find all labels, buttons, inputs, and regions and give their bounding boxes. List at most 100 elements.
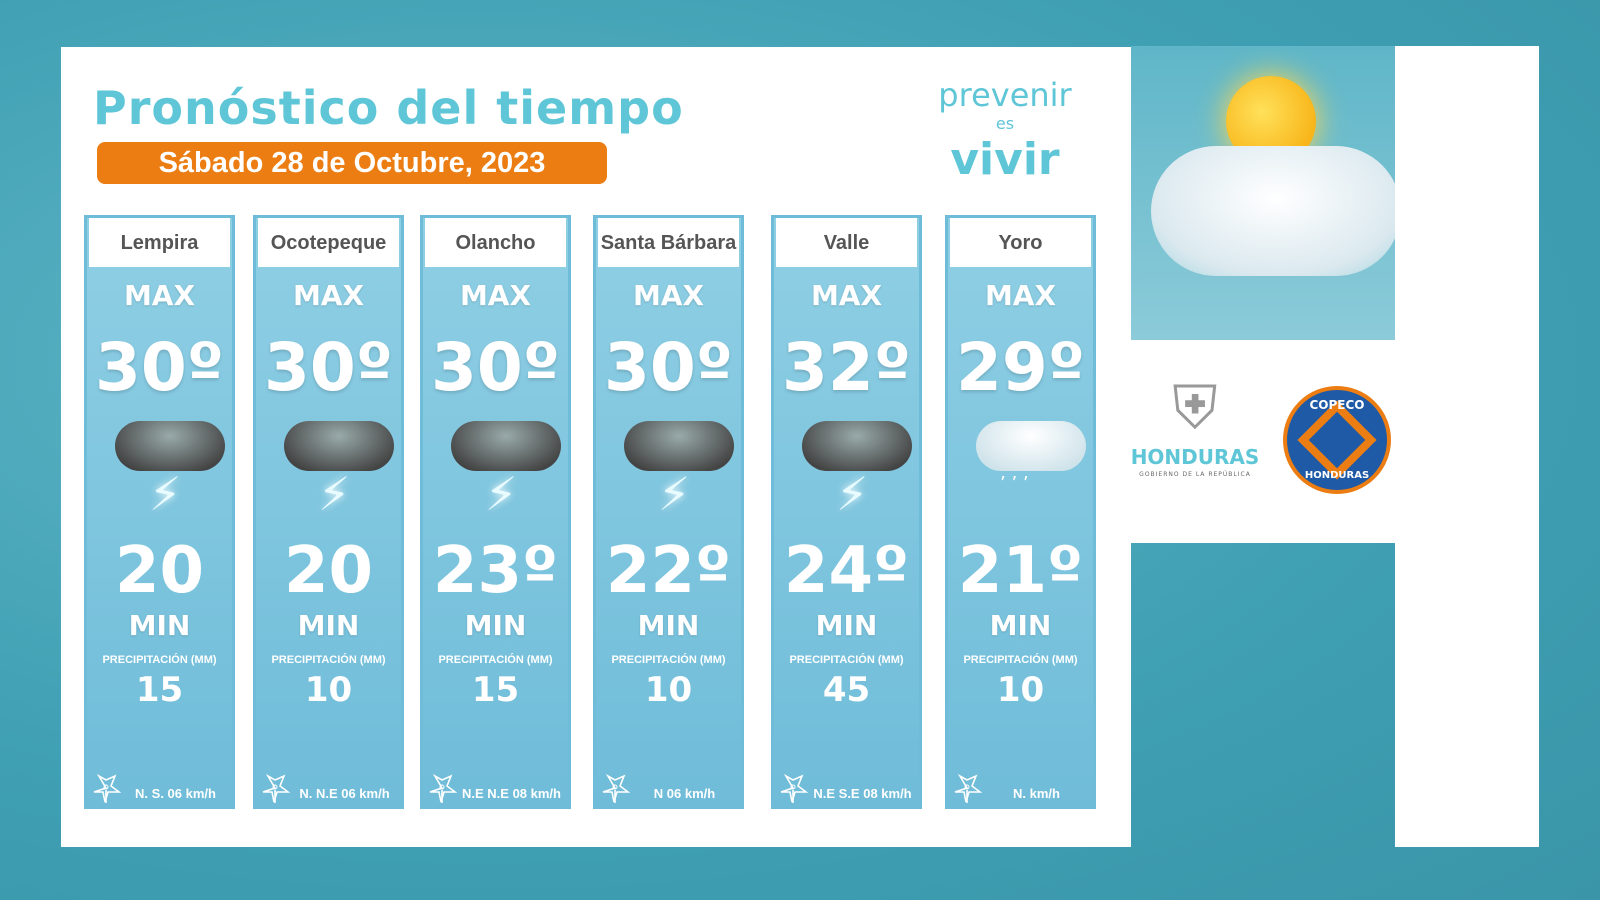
prevenir-es-vivir-logo: prevenir es vivir bbox=[925, 76, 1085, 186]
lightning-icon: ⚡ bbox=[149, 467, 182, 521]
precip-label: PRECIPITACIÓN (MM) bbox=[438, 654, 553, 666]
max-temp: 30º bbox=[603, 329, 734, 406]
min-label: MIN bbox=[128, 609, 191, 642]
weather-icon: ⚡ bbox=[256, 407, 401, 533]
wind-info: N.E N.E 08 km/h bbox=[427, 772, 566, 804]
forecast-card: Olancho MAX 30º ⚡ 23º MIN PRECIPITACIÓN … bbox=[420, 215, 571, 809]
max-temp: 29º bbox=[955, 329, 1086, 406]
wind-info: N 06 km/h bbox=[600, 772, 739, 804]
min-label: MIN bbox=[989, 609, 1052, 642]
min-label: MIN bbox=[637, 609, 700, 642]
sun-cloud-image bbox=[1131, 46, 1395, 340]
coat-of-arms-icon: ⛨ bbox=[1172, 373, 1218, 443]
lightning-icon: ⚡ bbox=[318, 467, 351, 521]
min-label: MIN bbox=[297, 609, 360, 642]
storm-cloud-icon bbox=[115, 421, 225, 471]
forecast-card: Yoro MAX 29º ’ ’ ’ 21º MIN PRECIPITACIÓN… bbox=[945, 215, 1096, 809]
wind-text: N.E S.E 08 km/h bbox=[813, 786, 912, 801]
wind-info: N. N.E 06 km/h bbox=[260, 772, 399, 804]
cloud-icon bbox=[1151, 146, 1395, 276]
weather-icon: ’ ’ ’ bbox=[948, 407, 1093, 533]
precip-label: PRECIPITACIÓN (MM) bbox=[789, 654, 904, 666]
diamond-icon bbox=[1308, 411, 1366, 469]
honduras-government-logo: ⛨ HONDURAS GOBIERNO DE LA REPÚBLICA bbox=[1130, 372, 1260, 479]
department-name: Valle bbox=[776, 218, 917, 267]
date-banner: Sábado 28 de Octubre, 2023 bbox=[97, 142, 607, 184]
wind-info: N. km/h bbox=[952, 772, 1091, 804]
weather-icon: ⚡ bbox=[423, 407, 568, 533]
department-name: Ocotepeque bbox=[258, 218, 399, 267]
forecast-card: Santa Bárbara MAX 30º ⚡ 22º MIN PRECIPIT… bbox=[593, 215, 744, 809]
max-temp: 32º bbox=[781, 329, 912, 406]
max-label: MAX bbox=[459, 279, 532, 312]
letter-h-bar bbox=[1395, 46, 1539, 847]
min-temp: 20 bbox=[283, 534, 374, 608]
rain-cloud-icon bbox=[976, 421, 1086, 471]
weather-icon: ⚡ bbox=[774, 407, 919, 533]
storm-cloud-icon bbox=[802, 421, 912, 471]
max-label: MAX bbox=[123, 279, 196, 312]
brand-line2: es bbox=[995, 114, 1015, 133]
max-label: MAX bbox=[984, 279, 1057, 312]
honduras-text: HONDURAS bbox=[1130, 445, 1260, 469]
precip-value: 15 bbox=[471, 670, 520, 710]
min-temp: 23º bbox=[432, 534, 559, 608]
forecast-card: Lempira MAX 30º ⚡ 20 MIN PRECIPITACIÓN (… bbox=[84, 215, 235, 809]
lightning-icon: ⚡ bbox=[658, 467, 691, 521]
precip-value: 15 bbox=[135, 670, 184, 710]
brand-line1: prevenir bbox=[938, 76, 1072, 114]
min-temp: 22º bbox=[605, 534, 732, 608]
forecast-card: Ocotepeque MAX 30º ⚡ 20 MIN PRECIPITACIÓ… bbox=[253, 215, 404, 809]
max-label: MAX bbox=[810, 279, 883, 312]
storm-cloud-icon bbox=[284, 421, 394, 471]
wind-text: N. S. 06 km/h bbox=[135, 786, 216, 801]
wind-pinwheel-icon bbox=[93, 773, 121, 803]
precip-value: 10 bbox=[644, 670, 693, 710]
department-name: Yoro bbox=[950, 218, 1091, 267]
wind-text: N. N.E 06 km/h bbox=[299, 786, 390, 801]
wind-pinwheel-icon bbox=[954, 773, 982, 803]
copeco-logo: COPECO HONDURAS bbox=[1283, 386, 1391, 494]
page-title: Pronóstico del tiempo bbox=[93, 81, 684, 135]
forecast-card: Valle MAX 32º ⚡ 24º MIN PRECIPITACIÓN (M… bbox=[771, 215, 922, 809]
wind-text: N.E N.E 08 km/h bbox=[462, 786, 561, 801]
wind-pinwheel-icon bbox=[429, 773, 457, 803]
honduras-subtext: GOBIERNO DE LA REPÚBLICA bbox=[1139, 471, 1251, 478]
weather-icon: ⚡ bbox=[87, 407, 232, 533]
lightning-icon: ⚡ bbox=[485, 467, 518, 521]
precip-label: PRECIPITACIÓN (MM) bbox=[963, 654, 1078, 666]
max-temp: 30º bbox=[94, 329, 225, 406]
precip-value: 10 bbox=[996, 670, 1045, 710]
rain-drops-icon: ’ ’ ’ bbox=[1000, 473, 1029, 494]
weather-icon: ⚡ bbox=[596, 407, 741, 533]
min-temp: 24º bbox=[783, 534, 910, 608]
wind-pinwheel-icon bbox=[602, 773, 630, 803]
lightning-icon: ⚡ bbox=[836, 467, 869, 521]
wind-info: N. S. 06 km/h bbox=[91, 772, 230, 804]
brand-line3: vivir bbox=[950, 134, 1060, 185]
min-temp: 21º bbox=[957, 534, 1084, 608]
wind-text: N 06 km/h bbox=[653, 786, 716, 801]
min-label: MIN bbox=[464, 609, 527, 642]
wind-pinwheel-icon bbox=[262, 773, 290, 803]
min-temp: 20 bbox=[114, 534, 205, 608]
department-name: Olancho bbox=[425, 218, 566, 267]
precip-label: PRECIPITACIÓN (MM) bbox=[271, 654, 386, 666]
storm-cloud-icon bbox=[451, 421, 561, 471]
max-label: MAX bbox=[632, 279, 705, 312]
precip-label: PRECIPITACIÓN (MM) bbox=[102, 654, 217, 666]
wind-pinwheel-icon bbox=[780, 773, 808, 803]
min-label: MIN bbox=[815, 609, 878, 642]
max-temp: 30º bbox=[263, 329, 394, 406]
copeco-text: COPECO bbox=[1309, 398, 1365, 412]
precip-label: PRECIPITACIÓN (MM) bbox=[611, 654, 726, 666]
max-label: MAX bbox=[292, 279, 365, 312]
department-name: Santa Bárbara bbox=[598, 218, 739, 267]
precip-value: 10 bbox=[304, 670, 353, 710]
department-name: Lempira bbox=[89, 218, 230, 267]
precip-value: 45 bbox=[822, 670, 871, 710]
max-temp: 30º bbox=[430, 329, 561, 406]
storm-cloud-icon bbox=[624, 421, 734, 471]
wind-text: N. km/h bbox=[1013, 786, 1060, 801]
wind-info: N.E S.E 08 km/h bbox=[778, 772, 917, 804]
